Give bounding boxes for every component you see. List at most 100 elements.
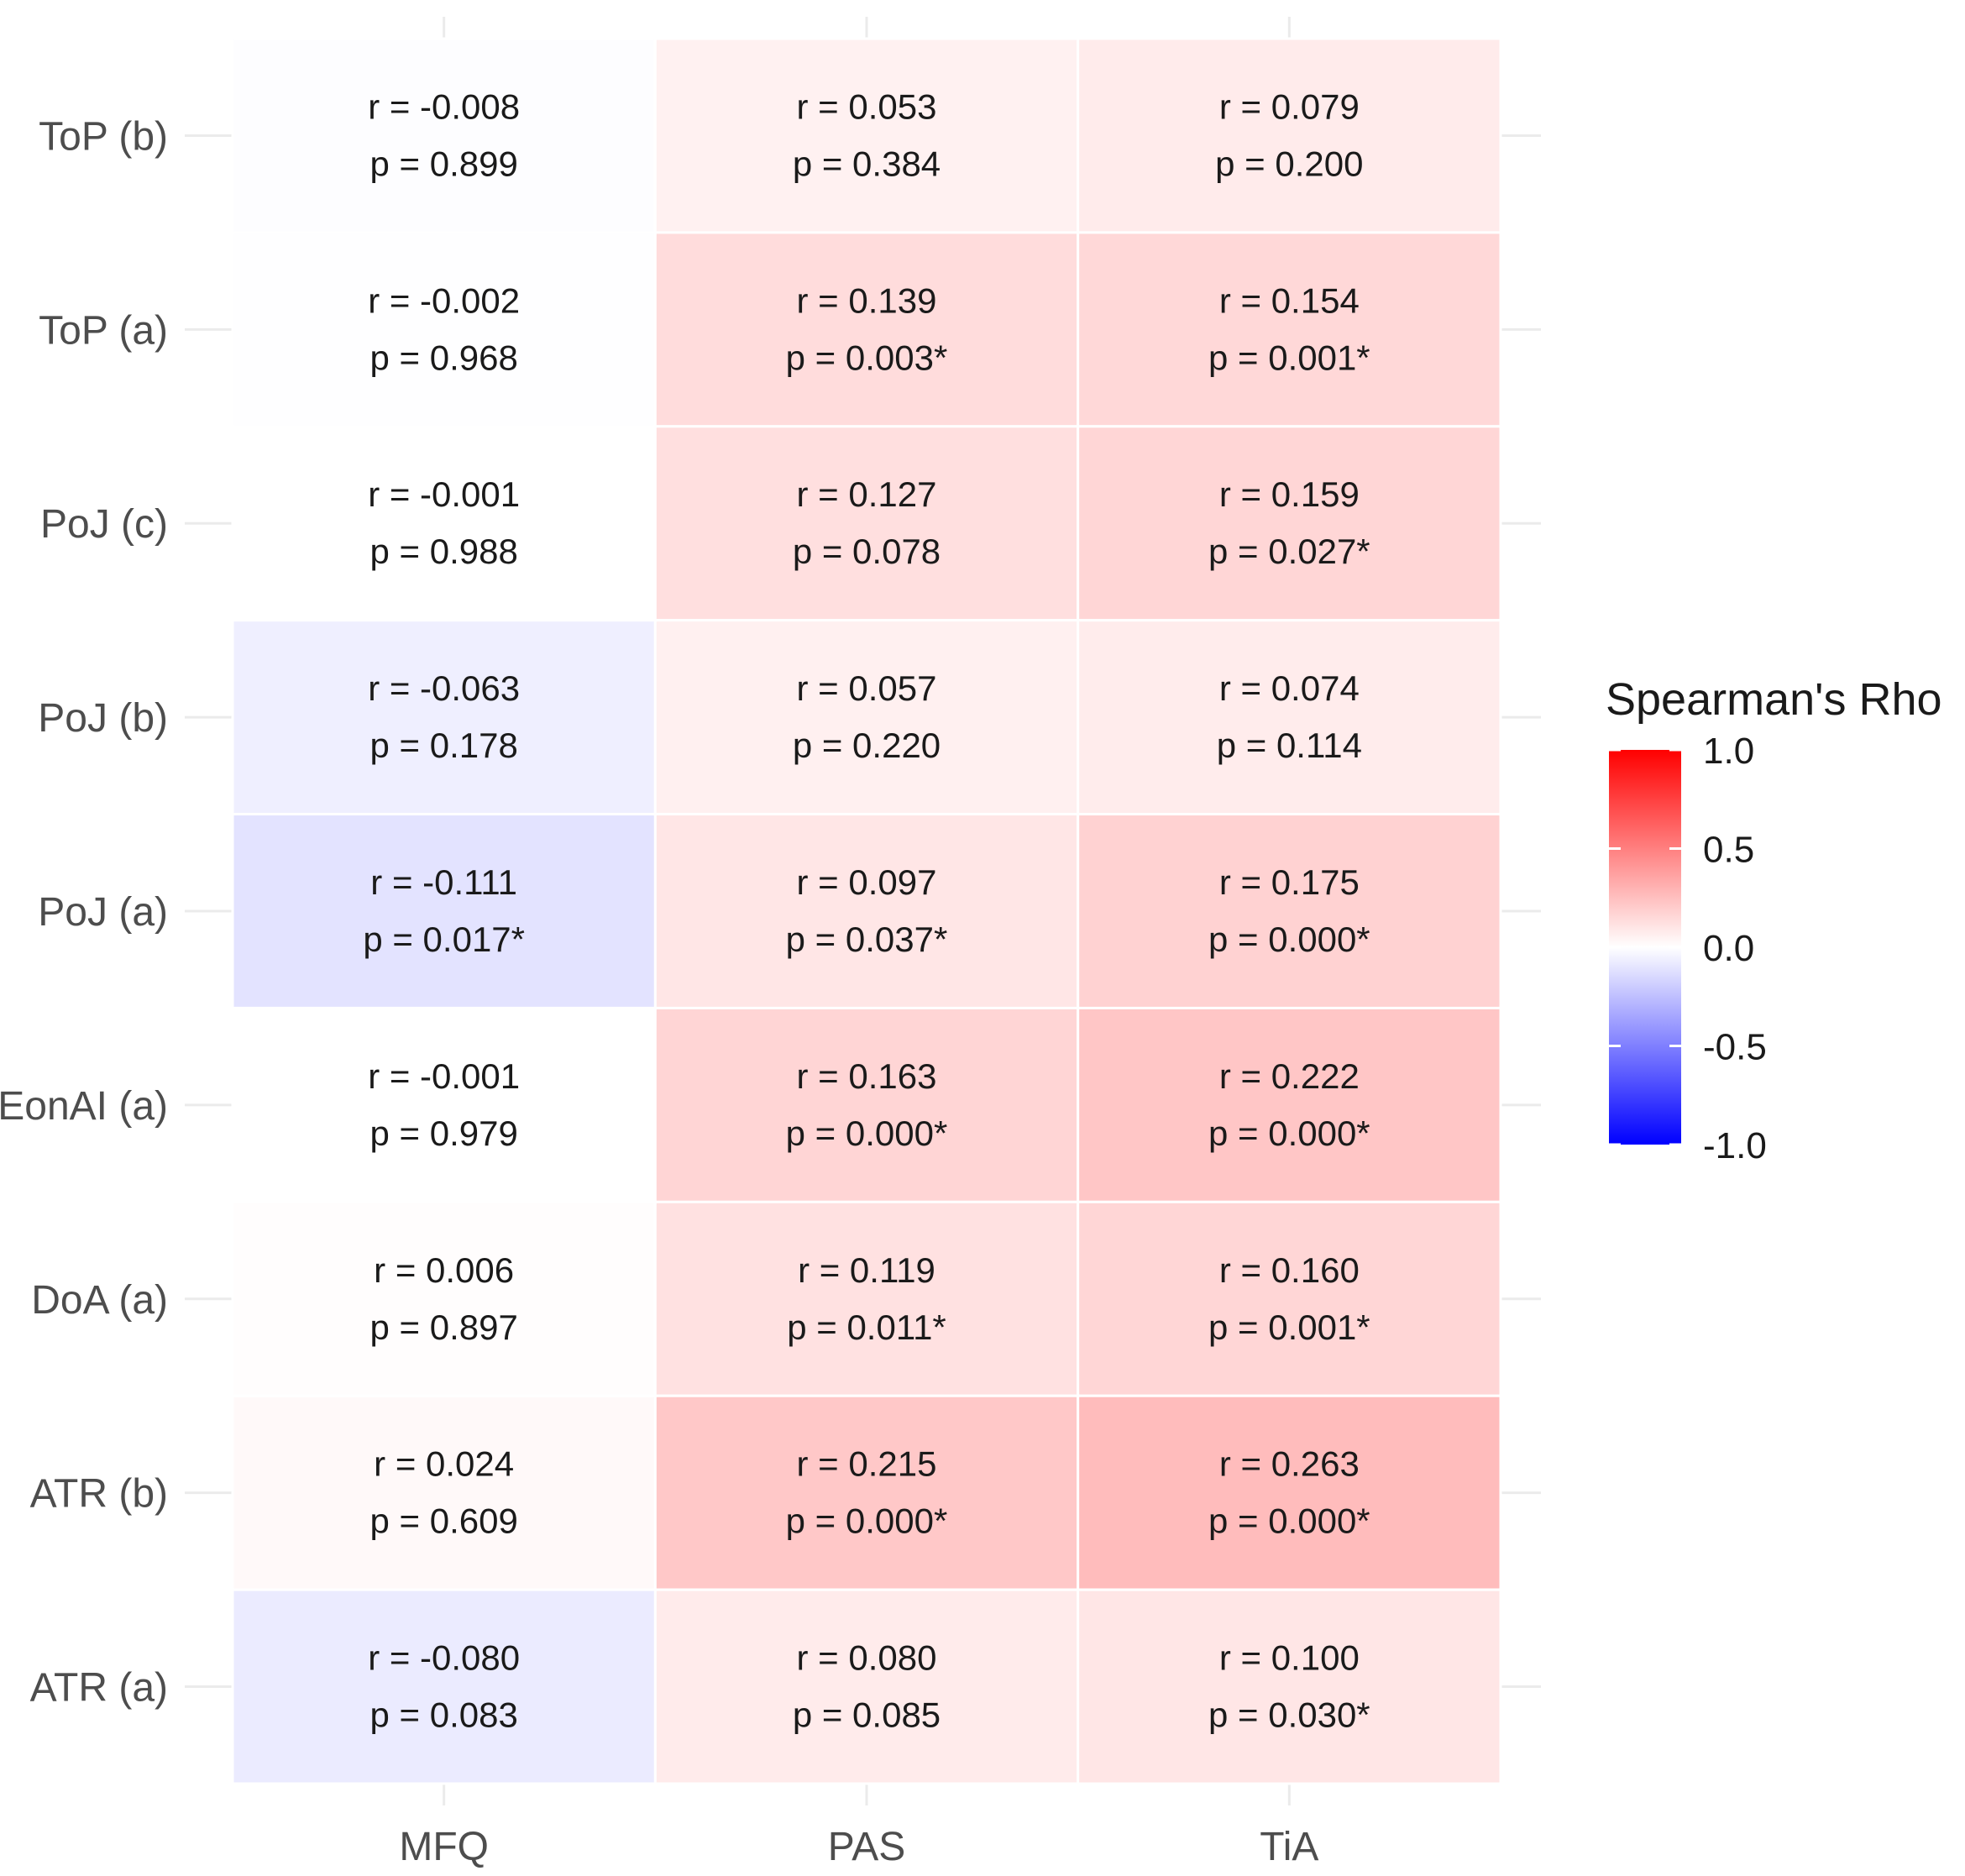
cell-p-label: p = 0.899 [370, 144, 518, 183]
row-label: ToP (b) [39, 114, 168, 159]
cell-p-label: p = 0.178 [370, 726, 518, 765]
cell-r-label: r = 0.160 [1219, 1250, 1360, 1290]
heatmap-cell [653, 1588, 1080, 1785]
cell-r-label: r = 0.097 [797, 862, 937, 902]
cell-p-label: p = 0.609 [370, 1501, 518, 1541]
heatmap-cell [231, 813, 657, 1009]
heatmap-cell [1077, 1200, 1502, 1397]
cell-p-label: p = 0.017* [363, 920, 525, 959]
heatmap-cells [231, 37, 1502, 1785]
row-label: PoJ (a) [38, 890, 168, 935]
heatmap-cell [653, 37, 1080, 234]
cell-p-label: p = 0.000* [786, 1501, 948, 1541]
cell-r-label: r = 0.215 [797, 1444, 937, 1484]
cell-p-label: p = 0.030* [1208, 1695, 1370, 1735]
cell-r-label: r = 0.222 [1219, 1056, 1360, 1096]
cell-r-label: r = 0.127 [797, 474, 937, 514]
heatmap-cell [231, 37, 657, 234]
cell-r-label: r = 0.024 [374, 1444, 514, 1484]
cell-p-label: p = 0.011* [787, 1307, 946, 1347]
cell-p-label: p = 0.988 [370, 532, 518, 571]
legend-tick-label: 0.5 [1703, 830, 1754, 871]
cell-r-label: r = -0.008 [368, 86, 520, 126]
cell-r-label: r = 0.079 [1219, 86, 1360, 126]
cell-r-label: r = 0.175 [1219, 862, 1360, 902]
cell-p-label: p = 0.000* [1208, 920, 1370, 959]
cell-p-label: p = 0.027* [1208, 532, 1370, 571]
row-label: ATR (b) [30, 1472, 168, 1517]
cell-p-label: p = 0.037* [786, 920, 948, 959]
legend-color-bar [1609, 750, 1681, 1145]
cell-p-label: p = 0.220 [793, 726, 941, 765]
row-label: EonAI (a) [0, 1084, 168, 1129]
cell-r-label: r = 0.006 [374, 1250, 514, 1290]
cell-r-label: r = -0.111 [370, 862, 517, 902]
heatmap-cell [653, 425, 1080, 622]
cell-r-label: r = 0.139 [797, 280, 937, 320]
cell-r-label: r = -0.001 [368, 474, 520, 514]
row-label: DoA (a) [31, 1278, 168, 1323]
cell-p-label: p = 0.085 [793, 1695, 941, 1735]
cell-r-label: r = 0.163 [797, 1056, 937, 1096]
cell-p-label: p = 0.114 [1217, 726, 1362, 765]
heatmap-cell [231, 619, 657, 816]
cell-r-label: r = 0.057 [797, 668, 937, 708]
legend-tick-label: -0.5 [1703, 1027, 1767, 1068]
column-label: TiA [1260, 1825, 1318, 1869]
heatmap-cell [653, 619, 1080, 816]
heatmap-cell [1077, 1394, 1502, 1591]
cell-p-label: p = 0.897 [370, 1307, 518, 1347]
legend-tick-label: 1.0 [1703, 731, 1754, 772]
cell-r-label: r = 0.053 [797, 86, 937, 126]
heatmap-cell [231, 1588, 657, 1785]
row-label: ToP (a) [39, 308, 168, 353]
heatmap-cell [653, 231, 1080, 428]
cell-r-label: r = 0.154 [1219, 280, 1360, 320]
cell-r-label: r = 0.263 [1219, 1444, 1360, 1484]
cell-r-label: r = -0.063 [368, 668, 520, 708]
heatmap-cell [653, 813, 1080, 1009]
heatmap-cell [653, 1394, 1080, 1591]
row-label: PoJ (b) [38, 696, 168, 741]
heatmap-cell [231, 1200, 657, 1397]
cell-p-label: p = 0.078 [793, 532, 941, 571]
cell-r-label: r = 0.159 [1219, 474, 1360, 514]
cell-r-label: r = 0.119 [798, 1250, 935, 1290]
y-axis-tick-labels: ToP (b) ToP (a) PoJ (c) PoJ (b) PoJ (a) EonAI… [0, 114, 168, 1710]
column-label: MFQ [399, 1825, 489, 1869]
cell-r-label: r = 0.080 [797, 1638, 937, 1678]
legend-tick-label: -1.0 [1703, 1125, 1767, 1166]
cell-p-label: p = 0.968 [370, 338, 518, 377]
cell-r-label: r = 0.100 [1219, 1638, 1360, 1678]
heatmap-cell [1077, 1588, 1502, 1785]
cell-p-label: p = 0.083 [370, 1695, 518, 1735]
cell-p-label: p = 0.200 [1215, 144, 1363, 183]
heatmap-cell [1077, 425, 1502, 622]
legend-title: Spearman's Rho [1606, 674, 1942, 725]
legend-tick-label: 0.0 [1703, 928, 1754, 969]
heatmap-cell [231, 231, 657, 428]
cell-p-label: p = 0.384 [793, 144, 941, 183]
heatmap-cell [1077, 813, 1502, 1009]
cell-r-label: r = -0.001 [368, 1056, 520, 1096]
column-label: PAS [828, 1825, 905, 1869]
cell-r-label: r = -0.080 [368, 1638, 520, 1678]
cell-p-label: p = 0.000* [1208, 1114, 1370, 1153]
heatmap-cell [653, 1006, 1080, 1203]
cell-p-label: p = 0.001* [1208, 1307, 1370, 1347]
heatmap-cell [653, 1200, 1080, 1397]
cell-p-label: p = 0.003* [786, 338, 948, 377]
cell-p-label: p = 0.979 [370, 1114, 518, 1153]
heatmap-cell [1077, 619, 1502, 816]
cell-p-label: p = 0.001* [1208, 338, 1370, 377]
cell-r-label: r = -0.002 [368, 280, 520, 320]
heatmap-cell [1077, 1006, 1502, 1203]
row-label: ATR (a) [30, 1666, 168, 1711]
heatmap-cell [231, 1394, 657, 1591]
heatmap-cell [231, 1006, 657, 1203]
cell-r-label: r = 0.074 [1219, 668, 1360, 708]
cell-annotations: r = -0.008 p = 0.899 r = 0.053 p = 0.384 r =… [363, 86, 1370, 1734]
row-label: PoJ (c) [40, 502, 168, 547]
heatmap-cell [231, 425, 657, 622]
